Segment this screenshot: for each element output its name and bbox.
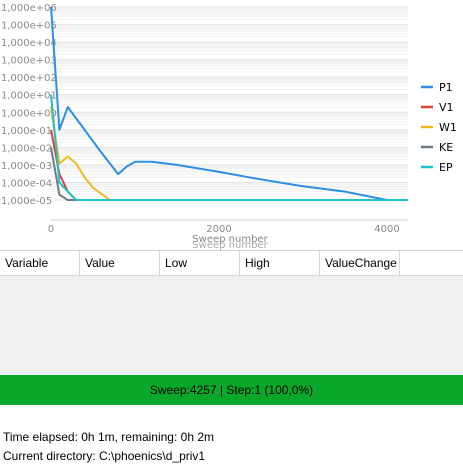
- variables-grid[interactable]: Variable Value Low High ValueChange: [0, 250, 463, 376]
- x-tick-label: 2000: [206, 224, 231, 235]
- column-header-variable[interactable]: Variable: [0, 251, 80, 275]
- column-header-valuechange[interactable]: ValueChange: [320, 251, 400, 275]
- y-tick-label: 1,000e-04: [1, 178, 52, 189]
- y-tick-label: 1,000e+02: [1, 73, 57, 84]
- column-header-value[interactable]: Value: [80, 251, 160, 275]
- time-elapsed-text: Time elapsed: 0h 1m, remaining: 0h 2m: [3, 430, 214, 444]
- legend-label-p1: P1: [439, 81, 453, 94]
- legend-label-w1: W1: [439, 121, 457, 134]
- x-tick-label: 0: [48, 224, 54, 235]
- y-tick-label: 1,000e-05: [1, 196, 52, 207]
- y-tick-label: 1,000e-01: [1, 126, 52, 137]
- y-tick-label: 1,000e+06: [1, 3, 57, 14]
- x-axis-label-shadow: Sweep number: [192, 240, 268, 250]
- legend: P1 V1 W1 KE EP: [421, 81, 457, 174]
- y-axis-labels: 1,000e+06 1,000e+05 1,000e+04 1,000e+03 1,00…: [1, 3, 57, 207]
- x-axis-label: Sweep number: [192, 234, 268, 245]
- y-tick-label: 1,000e+04: [1, 38, 57, 49]
- y-tick-label: 1,000e+05: [1, 21, 57, 32]
- progress-status-bar: Sweep:4257 | Step:1 (100,0%): [0, 375, 463, 405]
- status-text: Sweep:4257 | Step:1 (100,0%): [149, 383, 314, 397]
- x-axis: 0 2000 4000: [48, 219, 408, 235]
- y-gridlines: [51, 6, 408, 201]
- y-tick-label: 1,000e+03: [1, 56, 57, 67]
- series-line-ep: [50, 94, 408, 201]
- legend-label-ep: EP: [439, 161, 453, 174]
- column-header-high[interactable]: High: [240, 251, 320, 275]
- y-tick-label: 1,000e+01: [1, 91, 57, 102]
- x-tick-label: 4000: [374, 224, 399, 235]
- y-tick-label: 1,000e+00: [1, 108, 57, 119]
- legend-label-ke: KE: [439, 141, 453, 154]
- series-lines: [50, 6, 408, 201]
- legend-label-v1: V1: [439, 101, 454, 114]
- residual-chart: 1,000e+06 1,000e+05 1,000e+04 1,000e+03 1,00…: [1, 3, 457, 250]
- y-tick-label: 1,000e-02: [1, 143, 52, 154]
- y-tick-label: 1,000e-03: [1, 161, 52, 172]
- grid-header: Variable Value Low High ValueChange: [0, 251, 463, 276]
- current-directory-text: Current directory: C:\phoenics\d_priv1: [3, 449, 206, 463]
- series-line-p1: [50, 6, 404, 201]
- column-header-low[interactable]: Low: [160, 251, 240, 275]
